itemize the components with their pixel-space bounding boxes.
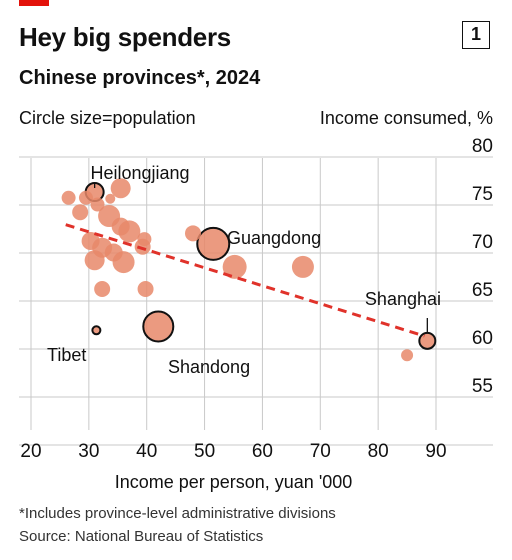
point-label: Shanghai [365,289,441,309]
y-axis-label: Income consumed, % [319,108,493,128]
bubble [84,250,105,271]
x-tick-label: 80 [368,441,389,462]
footnote: *Includes province-level administrative … [19,505,336,522]
bubble [291,255,314,278]
trend-line [65,223,425,338]
bubble [110,178,131,199]
chart-subtitle: Chinese provinces*, 2024 [19,67,261,89]
point-label: Heilongjiang [90,163,189,183]
x-tick-label: 90 [425,441,446,462]
bubble-tibet [91,325,102,336]
x-tick-label: 20 [20,441,41,462]
point-label: Tibet [47,345,86,365]
x-tick-label: 30 [78,441,99,462]
bubble [90,197,105,212]
chart-title: Hey big spenders [19,22,231,52]
y-tick-label: 70 [472,232,493,253]
x-tick-label: 70 [310,441,331,462]
scatter-chart: 55 60 65 70 75 80 20 30 40 50 60 70 80 90 Income per p… [19,136,493,492]
size-legend-note: Circle size=population [19,108,196,128]
bubble-shanghai [418,331,437,350]
x-axis-label: Income per person, yuan '000 [115,472,353,492]
bubble [94,281,111,297]
bubble [137,281,154,297]
bubble [61,190,76,205]
y-tick-label: 80 [472,136,493,157]
point-label: Shandong [168,357,250,377]
bubble [134,238,151,255]
source-note: Source: National Bureau of Statistics [19,528,264,545]
bubble-shandong [142,310,175,343]
bubble [105,193,116,204]
bubble [112,251,135,274]
brand-accent-bar [19,0,49,6]
chart-number-badge: 1 [462,21,490,49]
bubble-guangdong [196,226,231,261]
bubble [78,190,93,205]
bubble [118,220,141,243]
x-tick-label: 60 [252,441,273,462]
bubble [185,225,201,242]
bubble [401,349,414,362]
x-tick-label: 50 [194,441,215,462]
bubble [222,254,247,279]
y-tick-label: 55 [472,376,493,397]
bubble [72,204,89,221]
y-tick-label: 75 [472,184,493,205]
y-tick-label: 60 [472,328,493,349]
x-tick-label: 40 [136,441,157,462]
point-label: Guangdong [227,228,321,248]
y-tick-label: 65 [472,280,493,301]
